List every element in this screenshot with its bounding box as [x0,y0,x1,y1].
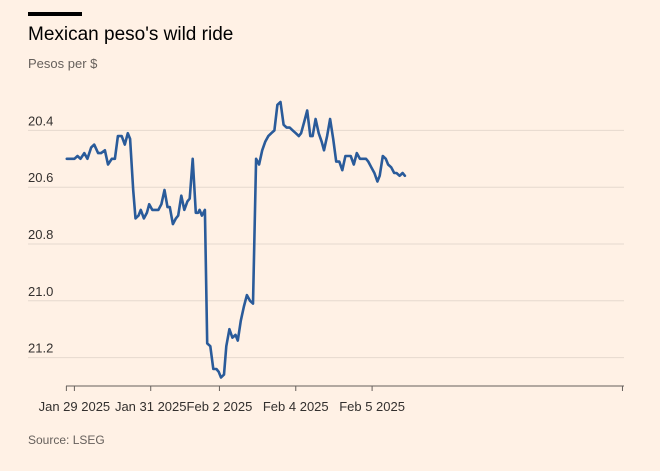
y-tick-label: 20.4 [28,113,53,128]
y-tick-label: 21.0 [28,284,53,299]
chart-source: Source: LSEG [28,433,105,447]
x-tick-label: Feb 4 2025 [263,399,329,414]
line-chart: 20.4 20.6 20.8 21.0 21.2 Jan 29 2025 Jan 31 2… [28,100,624,414]
chart-title: Mexican peso's wild ride [28,24,234,45]
chart-subtitle: Pesos per $ [28,56,98,71]
y-tick-label: 21.2 [28,341,53,356]
x-tick-label: Feb 5 2025 [339,399,405,414]
y-tick-label: 20.6 [28,170,53,185]
brand-rule [28,12,82,16]
x-tick-label: Jan 31 2025 [115,399,187,414]
x-tick-label: Jan 29 2025 [39,399,111,414]
series-line [65,100,407,379]
x-tick-label: Feb 2 2025 [187,399,253,414]
y-tick-label: 20.8 [28,227,53,242]
